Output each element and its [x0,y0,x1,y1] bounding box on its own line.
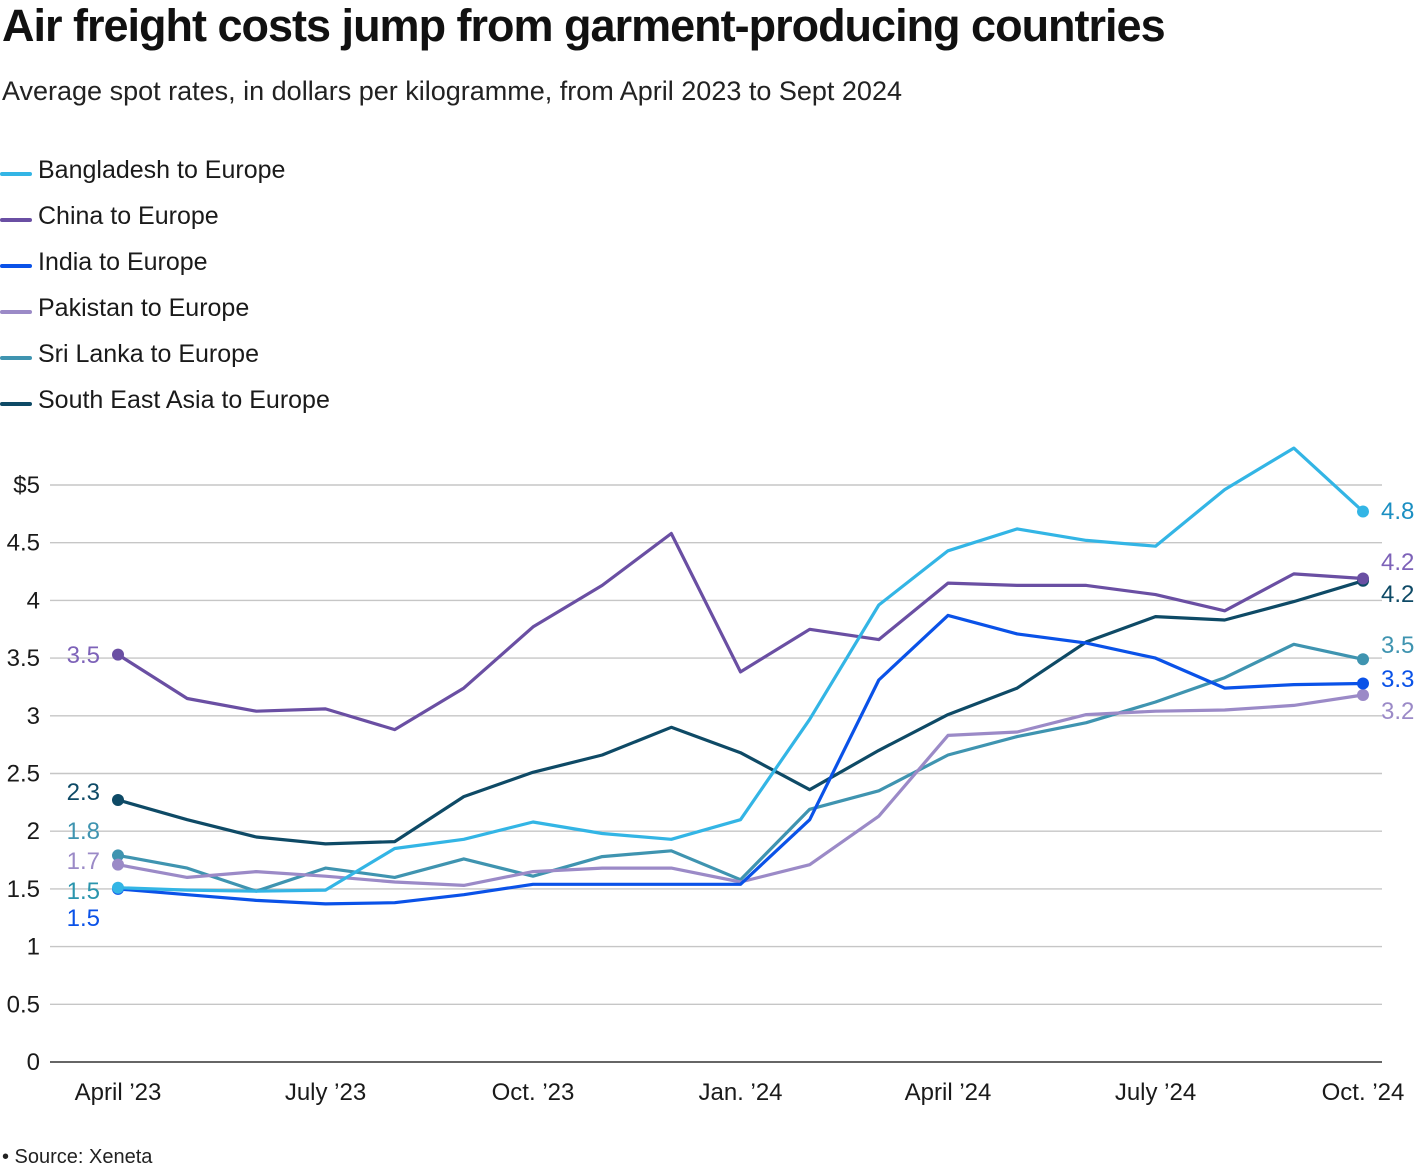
end-value-label: 3.3 [1381,666,1414,693]
series-line-india-to-europe [116,613,1365,906]
y-tick-label: 3.5 [7,645,40,672]
start-value-label: 3.5 [67,642,100,669]
start-point-marker [112,849,124,862]
end-value-label: 3.2 [1381,698,1414,725]
legend-swatch [0,264,32,268]
x-tick-label: April ’24 [905,1079,992,1106]
y-tick-label: 0.5 [7,991,40,1018]
legend-label: Sri Lanka to Europe [38,339,259,368]
series-line-bangladesh-to-europe [116,446,1365,893]
end-point-marker [1357,572,1369,585]
start-value-label: 1.5 [67,905,100,932]
legend-swatch [0,218,32,222]
grid-layer: 0 0.5 1 1.5 2 2.5 3 3.5 4 4.5 $5 April ’23 July ’23 O… [7,472,1405,1106]
legend-label: India to Europe [38,247,208,276]
source-note: • Source: Xeneta [2,1146,153,1168]
series-line-pakistan-to-europe [116,693,1365,888]
chart-subtitle: Average spot rates, in dollars per kilog… [2,76,902,106]
legend-item-sri-lanka: Sri Lanka to Europe [0,334,259,374]
start-point-marker [112,794,124,807]
start-point-marker [112,648,124,661]
legend-swatch [0,172,32,176]
x-tick-label: July ’24 [1115,1079,1196,1106]
end-point-marker [1357,689,1369,702]
end-value-label: 4.2 [1381,581,1414,608]
legend-label: Bangladesh to Europe [38,155,286,184]
series-line-china-to-europe [116,531,1365,732]
end-value-label: 3.5 [1381,632,1414,659]
legend-item-china: China to Europe [0,196,219,236]
x-tick-label: April ’23 [75,1079,162,1106]
start-value-label: 1.7 [67,848,100,875]
end-value-label: 4.2 [1381,549,1414,576]
series-line-sri-lanka-to-europe [116,642,1365,893]
legend-label: Pakistan to Europe [38,293,250,322]
start-value-label: 2.3 [67,779,100,806]
legend-label: China to Europe [38,201,219,230]
legend-item-bangladesh: Bangladesh to Europe [0,150,285,190]
legend-item-south-east-asia: South East Asia to Europe [0,380,330,420]
chart-title: Air freight costs jump from garment-prod… [2,0,1166,51]
start-value-label: 1.5 [67,878,100,905]
x-tick-label: Oct. ’24 [1322,1079,1405,1106]
start-point-marker [112,858,124,871]
x-tick-label: Oct. ’23 [492,1079,575,1106]
end-value-label: 4.8 [1381,498,1414,525]
end-point-marker [1357,677,1369,690]
label-layer: 1.5 3.5 1.5 1.7 1.8 2.3 4.8 4.2 3.3 3.2 3.5 4.2 [67,498,1415,932]
y-tick-label: 4 [27,587,40,614]
legend-swatch [0,310,32,314]
legend-label: South East Asia to Europe [38,385,330,414]
legend-item-india: India to Europe [0,242,208,282]
series-line-south-east-asia-to-europe [116,579,1365,846]
y-tick-label: 2.5 [7,761,40,788]
start-point-marker [112,881,124,894]
end-point-marker [1357,653,1369,666]
y-tick-label: 0 [27,1049,40,1076]
y-tick-label: $5 [13,472,40,499]
x-tick-label: Jan. ’24 [698,1079,782,1106]
legend-swatch [0,356,32,360]
legend-swatch [0,402,32,406]
y-tick-label: 1.5 [7,876,40,903]
y-tick-label: 3 [27,703,40,730]
y-tick-label: 4.5 [7,530,40,557]
y-tick-label: 2 [27,818,40,845]
y-tick-label: 1 [27,934,40,961]
legend-item-pakistan: Pakistan to Europe [0,288,249,328]
start-value-label: 1.8 [67,818,100,845]
x-tick-label: July ’23 [285,1079,366,1106]
end-point-marker [1357,505,1369,518]
series-layer [112,446,1369,906]
